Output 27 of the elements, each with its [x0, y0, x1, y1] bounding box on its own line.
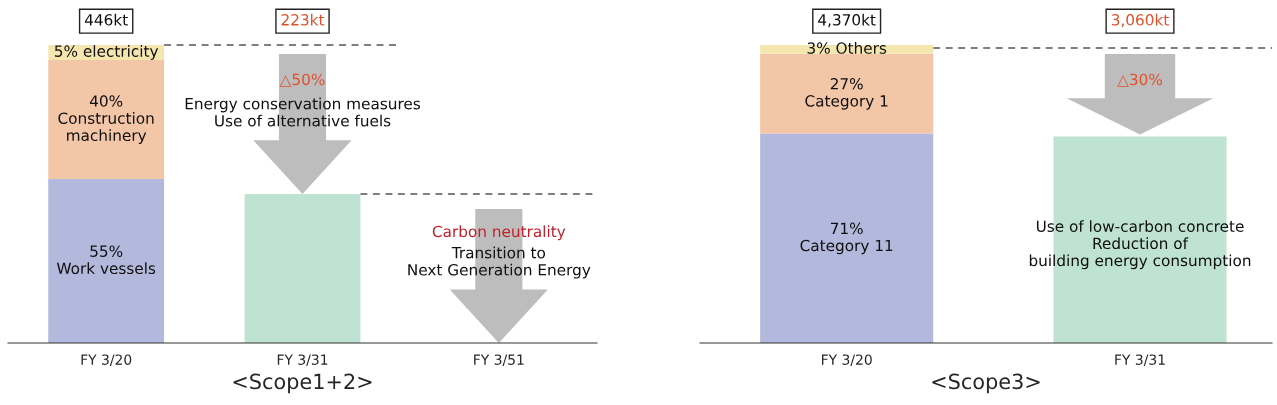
data-label: 71% Category 11 — [800, 222, 893, 255]
data-label: 55% Work vessels — [56, 245, 156, 275]
text: 4,370kt — [818, 13, 876, 28]
annotation: Carbon neutrality — [432, 225, 566, 241]
annotation: Energy conservation measures Use of alternative fuels — [185, 97, 421, 127]
bar — [760, 53, 934, 134]
annotation: △30% — [1117, 73, 1163, 87]
bar — [760, 133, 934, 344]
data-label: 5% electricity — [54, 45, 159, 60]
data-label: 27% Category 1 — [805, 78, 888, 110]
data-label: 3% Others — [807, 42, 887, 54]
bar — [48, 59, 165, 180]
text: 446kt — [84, 13, 128, 26]
x-tick-label: FY 3/31 — [277, 354, 328, 366]
x-tick-label: FY 3/20 — [81, 354, 132, 366]
data-label: 40% Construction machinery — [58, 95, 154, 145]
x-tick-label: FY 3/20 — [821, 354, 872, 366]
bar — [48, 179, 165, 344]
text: 223kt — [281, 13, 325, 26]
annotation: Transition to Next Generation Energy — [408, 246, 591, 279]
annotation: △50% — [279, 73, 325, 87]
text: 3,060kt — [1111, 13, 1169, 28]
x-tick-label: FY 3/51 — [474, 354, 524, 366]
x-axis-title: <Scope1+2> — [233, 373, 372, 394]
x-tick-label: FY 3/31 — [1115, 354, 1165, 366]
annotation: Use of low-carbon concrete Reduction of building energy consumption — [1029, 220, 1251, 270]
x-axis-title: <Scope3> — [932, 373, 1040, 394]
